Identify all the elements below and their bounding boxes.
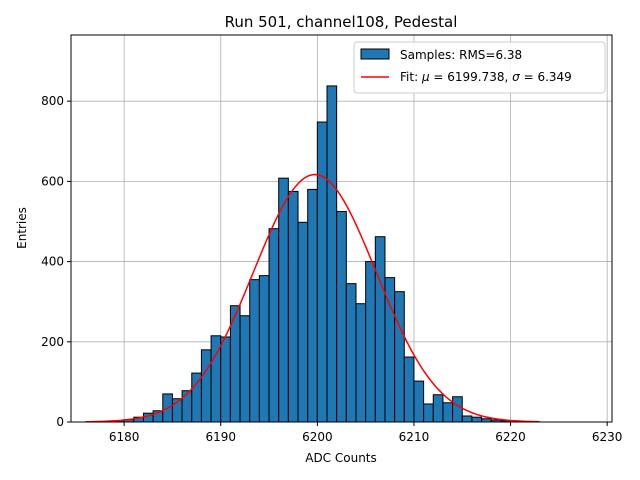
legend-fit-mu-value: = 6199.738,: [430, 70, 513, 84]
legend-samples-label: Samples: RMS=6.38: [400, 48, 522, 62]
legend-fit-mu-symbol: μ: [421, 70, 430, 84]
histogram-bar: [258, 275, 270, 423]
histogram-bar: [287, 190, 299, 423]
histogram-bar: [442, 402, 454, 423]
histogram-bar: [268, 228, 280, 423]
histogram-bar: [181, 390, 193, 423]
histogram-bar: [394, 291, 405, 423]
legend: Samples: RMS=6.38 Fit: μ = 6199.738, σ =…: [353, 41, 606, 94]
histogram-bar: [326, 85, 338, 423]
legend-box: [353, 41, 606, 94]
y-tick-label: 400: [41, 255, 64, 269]
x-axis-ticks: 6180 6190 6200 6210 6220 6230: [109, 422, 623, 444]
histogram-bar: [200, 349, 212, 423]
x-tick-label: 6180: [109, 430, 140, 444]
x-tick-label: 6220: [495, 430, 526, 444]
histogram-bar: [374, 236, 386, 423]
legend-fit-label: Fit: μ = 6199.738, σ = 6.349: [400, 70, 572, 84]
y-tick-label: 200: [41, 335, 64, 349]
histogram-bar: [384, 277, 396, 423]
histogram-bar: [316, 121, 328, 423]
x-tick-label: 6230: [592, 430, 623, 444]
histogram-bar: [336, 210, 347, 423]
histogram-bar: [278, 177, 289, 423]
chart-title: Run 501, channel108, Pedestal: [225, 13, 458, 31]
x-tick-label: 6200: [302, 430, 333, 444]
histogram-bar: [345, 283, 357, 423]
histogram-bar: [432, 394, 444, 423]
y-tick-label: 0: [56, 415, 64, 429]
y-tick-label: 600: [41, 174, 64, 188]
histogram-bar: [249, 279, 260, 423]
histogram-bar: [220, 336, 231, 423]
legend-fit-prefix: Fit:: [400, 70, 422, 84]
legend-fit-sigma-value: = 6.349: [520, 70, 572, 84]
histogram-bar: [423, 403, 434, 423]
histogram-bar: [365, 261, 376, 423]
fit-curve: [85, 173, 540, 423]
y-axis-label: Entries: [15, 207, 29, 249]
legend-fit-sigma-symbol: σ: [512, 70, 520, 84]
histogram-bar: [471, 416, 483, 423]
histogram-bar: [403, 356, 415, 423]
plot-frame: [70, 34, 613, 423]
y-axis-ticks: 0 200 400 600 800: [41, 94, 71, 429]
histogram-bars: [113, 85, 512, 423]
histogram-bar: [461, 415, 473, 423]
histogram-bar: [413, 380, 425, 423]
legend-samples-swatch: [360, 48, 390, 60]
y-tick-label: 800: [41, 94, 64, 108]
histogram-bar: [239, 315, 251, 423]
histogram-bar: [297, 221, 309, 423]
x-tick-label: 6190: [205, 430, 236, 444]
x-axis-label: ADC Counts: [305, 451, 377, 465]
histogram-bar: [355, 303, 367, 423]
histogram-bar: [191, 372, 202, 423]
x-tick-label: 6210: [399, 430, 430, 444]
histogram-bar: [452, 396, 463, 423]
histogram-bar: [307, 188, 318, 423]
